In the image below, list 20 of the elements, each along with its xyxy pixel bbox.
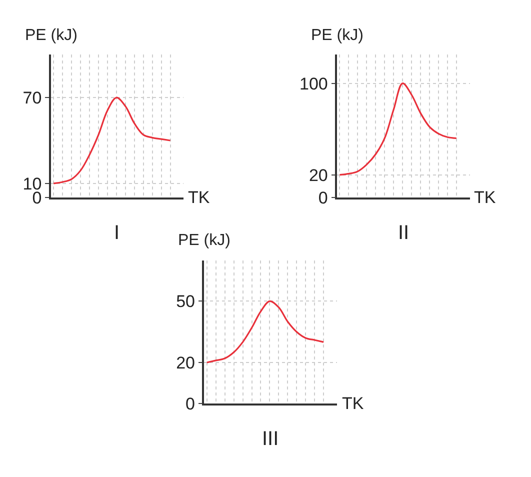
y-tick-label: 0: [32, 188, 42, 208]
x-axis-title: TK: [342, 394, 364, 413]
y-tick-label: 100: [300, 74, 328, 94]
y-axis-title: PE (kJ): [178, 232, 230, 249]
y-tick-label: 20: [176, 353, 196, 372]
line-series: [338, 82, 458, 176]
x-axis-title: TK: [474, 188, 496, 207]
y-tick-label: 70: [22, 88, 42, 108]
y-tick-label: 50: [176, 292, 196, 312]
y-tick-label: 0: [318, 188, 328, 208]
x-axis-title: TK: [188, 188, 210, 207]
line-series: [52, 96, 172, 184]
line-series: [206, 300, 324, 364]
y-tick-label: 0: [186, 394, 196, 414]
y-axis-title: PE (kJ): [25, 27, 78, 44]
text: II: [398, 222, 410, 244]
text: III: [262, 428, 279, 450]
y-tick-label: 20: [308, 166, 328, 185]
text: I: [114, 222, 120, 244]
y-axis-title: PE (kJ): [311, 27, 364, 44]
